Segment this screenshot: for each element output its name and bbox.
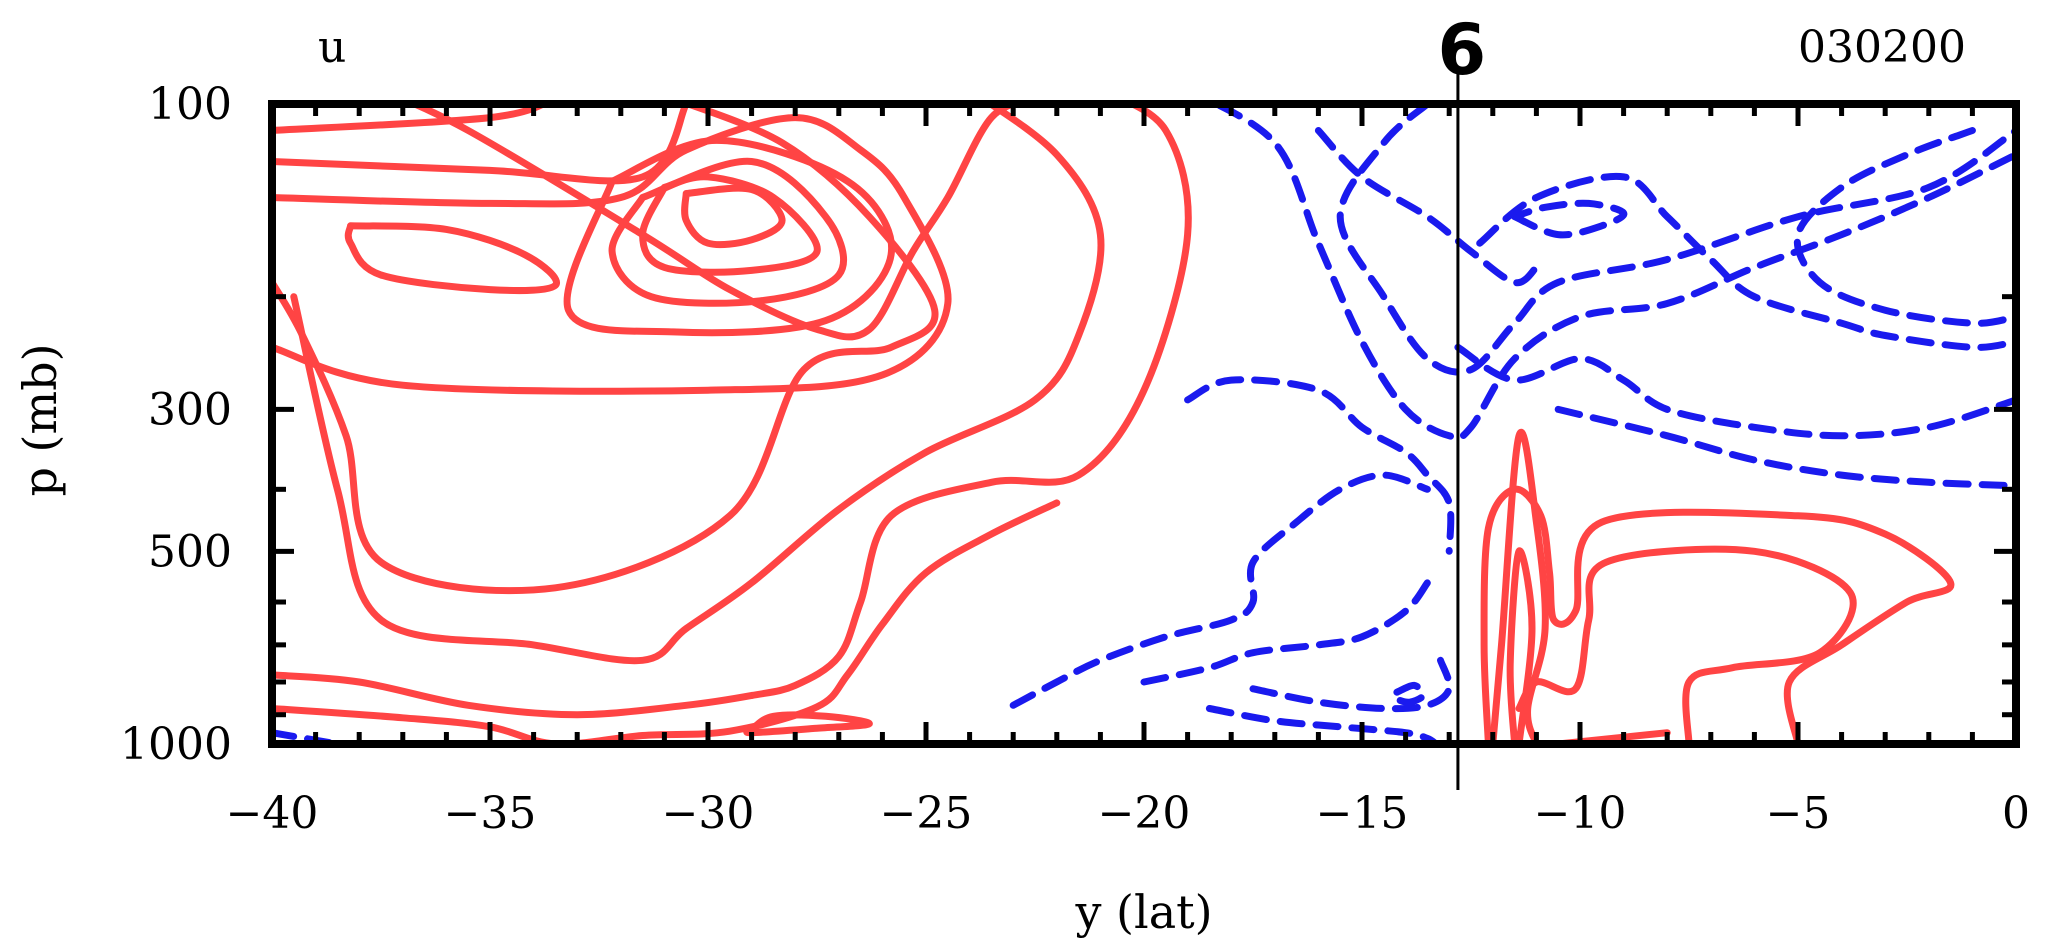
y-axis-title: p (mb) — [13, 343, 67, 496]
negative-contour-25 — [1554, 405, 2016, 490]
negative-contour-32 — [1392, 681, 1427, 706]
contour-lines — [272, 104, 2016, 744]
positive-contour-2 — [272, 114, 952, 395]
negative-contour-29 — [1140, 579, 1431, 686]
negative-contour-24 — [1454, 343, 2016, 440]
positive-contour-8 — [272, 104, 939, 595]
time-label: 030200 — [1798, 22, 1966, 73]
x-tick-label: 0 — [2002, 788, 2030, 839]
negative-contour-30 — [1205, 705, 1440, 744]
y-tick-labels: 100 300 500 1000 — [120, 79, 232, 770]
x-tick-label: −15 — [1316, 788, 1409, 839]
y-tick-label: 500 — [148, 526, 232, 577]
negative-contour-23 — [1476, 172, 2016, 351]
y-tick-label: 1000 — [120, 719, 232, 770]
x-tick-label: −20 — [1098, 788, 1191, 839]
variable-label: u — [318, 22, 346, 73]
negative-contour-21 — [1314, 127, 1540, 287]
y-tick-label: 100 — [148, 79, 232, 130]
negative-contour-19 — [1208, 104, 2016, 442]
negative-contour-31 — [1249, 656, 1453, 713]
positive-contour-6 — [608, 157, 847, 307]
negative-contour-26 — [1793, 127, 2016, 327]
positive-contour-16 — [1480, 485, 1955, 744]
x-tick-label: −30 — [662, 788, 755, 839]
negative-contour-28 — [1009, 471, 1431, 709]
x-tick-label: −35 — [444, 788, 537, 839]
negative-contour-27 — [1184, 376, 1455, 555]
plot-frame — [268, 100, 2020, 748]
positive-contour-10 — [290, 104, 1105, 665]
positive-contour-11 — [272, 104, 1192, 719]
positive-contour-3 — [344, 222, 560, 295]
x-tick-label: −5 — [1766, 788, 1831, 839]
positive-contour-7 — [563, 136, 896, 337]
x-tick-label: −25 — [880, 788, 973, 839]
positive-contour-14 — [1489, 429, 1549, 744]
storm-symbol: 6 — [1438, 9, 1487, 91]
x-tick-label: −40 — [226, 788, 319, 839]
x-axis-title: y (lat) — [1074, 885, 1212, 939]
y-tick-label: 300 — [148, 384, 232, 435]
positive-contour-9 — [405, 104, 1028, 341]
positive-contour-12 — [272, 499, 1061, 744]
positive-contour-17 — [1515, 545, 1857, 744]
negative-contour-20 — [1336, 104, 2016, 376]
x-tick-label: −10 — [1534, 788, 1627, 839]
positive-contour-15 — [1506, 547, 1536, 744]
x-tick-labels: −40 −35 −30 −25 −20 −15 −10 −5 0 — [226, 788, 2030, 839]
positive-contour-5 — [639, 173, 821, 276]
negative-contour-22 — [1511, 199, 1628, 239]
